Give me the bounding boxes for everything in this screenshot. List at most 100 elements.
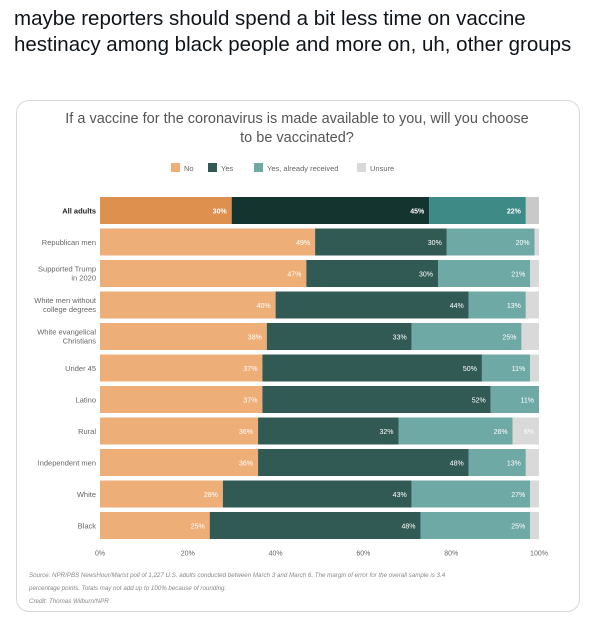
x-tick-label: 40%	[269, 551, 283, 558]
data-label: 36%	[239, 461, 253, 468]
bar-segment	[530, 480, 539, 508]
data-label: 21%	[511, 272, 525, 279]
bar-segment	[429, 197, 526, 224]
bar-segment	[209, 512, 421, 539]
x-tick-label: 80%	[444, 551, 458, 558]
bar-segment	[398, 417, 513, 445]
legend-swatch	[254, 163, 263, 172]
bar-segment	[231, 197, 430, 224]
bar-segment	[420, 512, 531, 539]
x-tick-label: 0%	[95, 551, 105, 558]
category-label: Supported Trump	[38, 265, 96, 274]
bar-segment	[266, 323, 412, 350]
legend-swatch	[357, 163, 366, 172]
category-label: Black	[78, 522, 97, 531]
chart-title-line: If a vaccine for the coronavirus is made…	[65, 111, 528, 127]
data-label: 44%	[450, 303, 464, 310]
tweet-text: maybe reporters should spend a bit less …	[14, 7, 572, 56]
bar-segment	[100, 323, 267, 350]
x-tick-label: 20%	[181, 551, 195, 558]
data-label: 33%	[393, 335, 407, 342]
bar-segment	[222, 480, 412, 508]
bar-segment	[100, 417, 259, 445]
data-label: 25%	[511, 524, 525, 531]
legend-label: Unsure	[370, 164, 394, 173]
category-label: White men without	[34, 296, 97, 305]
legend-label: Yes	[221, 164, 233, 173]
category-label: in 2020	[71, 274, 96, 283]
data-label: 47%	[287, 272, 301, 279]
data-label: 11%	[521, 398, 535, 405]
bar-segment	[490, 386, 539, 413]
bar-segment	[446, 228, 535, 256]
x-tick-label: 100%	[530, 551, 548, 558]
chart-title-line: to be vaccinated?	[240, 130, 354, 146]
bar-segment	[100, 197, 232, 224]
data-label: 28%	[204, 492, 218, 499]
data-label: 30%	[428, 240, 442, 247]
bar-segment	[534, 228, 539, 256]
category-label: White	[77, 490, 96, 499]
data-label: 13%	[507, 461, 521, 468]
data-label: 37%	[243, 398, 257, 405]
legend-label: No	[184, 164, 194, 173]
bar-segment	[481, 354, 531, 382]
legend-swatch	[171, 163, 180, 172]
legend-label: Yes, already received	[267, 164, 338, 173]
bar-segment	[525, 291, 539, 319]
data-label: 22%	[507, 209, 522, 216]
bar-segment	[100, 512, 210, 539]
data-label: 52%	[472, 398, 486, 405]
bar-segment	[411, 323, 522, 350]
bar-segment	[411, 480, 531, 508]
bar-segment	[438, 260, 531, 287]
bar-segment	[100, 386, 263, 413]
embedded-chart-card[interactable]: If a vaccine for the coronavirus is made…	[16, 100, 580, 612]
category-label: All adults	[62, 207, 96, 216]
bar-segment	[530, 260, 539, 287]
data-label: 49%	[296, 240, 310, 247]
bar-segment	[530, 512, 539, 539]
category-label: Independent men	[38, 459, 96, 468]
bar-segment	[525, 197, 539, 224]
category-label: White evangelical	[37, 328, 96, 337]
data-label: 38%	[248, 335, 262, 342]
data-label: 6%	[524, 429, 534, 436]
bar-segment	[100, 228, 316, 256]
data-label: 13%	[507, 303, 521, 310]
bar-segment	[275, 291, 469, 319]
stacked-bar-chart: If a vaccine for the coronavirus is made…	[28, 111, 548, 605]
bar-segment	[525, 449, 539, 476]
data-label: 48%	[401, 524, 415, 531]
bar-segment	[258, 417, 399, 445]
bar-segment	[100, 449, 259, 476]
category-label: Rural	[78, 427, 96, 436]
bar-segment	[262, 386, 491, 413]
bar-segment	[468, 449, 526, 476]
category-label: Christians	[63, 337, 97, 346]
bar-segment	[306, 260, 439, 287]
data-label: 20%	[516, 240, 530, 247]
bar-segment	[100, 354, 263, 382]
category-label: college degrees	[43, 305, 96, 314]
bar-segment	[100, 260, 307, 287]
data-label: 11%	[512, 366, 526, 373]
data-label: 45%	[410, 209, 425, 216]
bar-segment	[100, 291, 276, 319]
data-label: 40%	[257, 303, 271, 310]
bar-segment	[512, 417, 539, 445]
data-label: 30%	[419, 272, 433, 279]
bar-segment	[315, 228, 447, 256]
data-label: 30%	[213, 209, 228, 216]
data-label: 25%	[191, 524, 205, 531]
data-label: 37%	[243, 366, 257, 373]
bar-segment	[468, 291, 526, 319]
bar-segment	[530, 354, 539, 382]
bar-segment	[258, 449, 469, 476]
data-label: 48%	[450, 461, 464, 468]
chart-source-line: Source: NPR/PBS NewsHour/Marist poll of …	[29, 572, 446, 579]
category-label: Latino	[76, 396, 96, 405]
chart-source-line: percentage points. Totals may not add up…	[28, 585, 226, 592]
legend-swatch	[208, 163, 217, 172]
data-label: 36%	[239, 429, 253, 436]
